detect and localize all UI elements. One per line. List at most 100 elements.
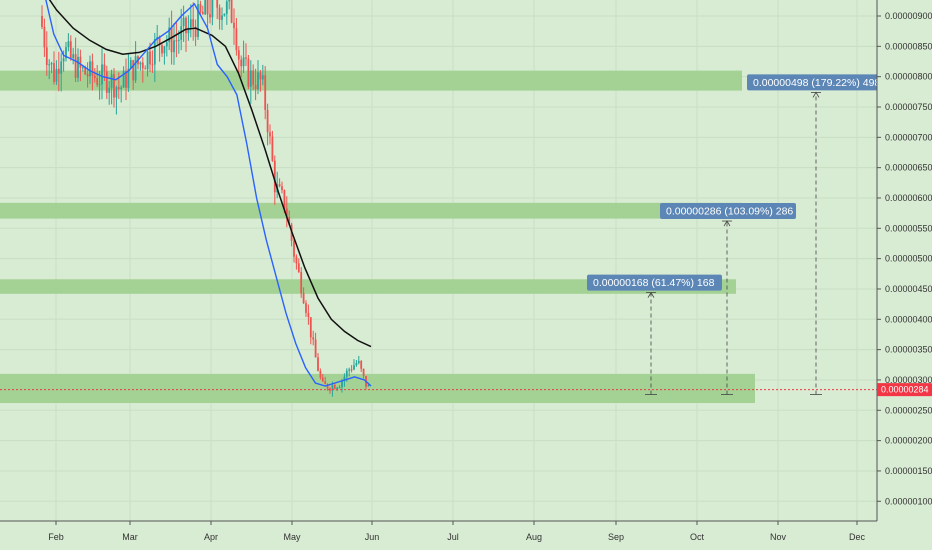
candle-body — [177, 39, 180, 41]
candle-body — [233, 22, 235, 29]
candle-body — [67, 41, 70, 48]
candle-body — [355, 363, 358, 366]
candle-body — [50, 63, 53, 65]
candle-body — [317, 357, 319, 371]
x-tick-label: Oct — [690, 532, 705, 542]
candle-body — [221, 15, 223, 20]
candle-body — [204, 0, 207, 15]
ma-black-line — [48, 0, 372, 348]
candle-body — [362, 368, 365, 376]
zone-band — [0, 70, 742, 91]
candle-body — [93, 75, 96, 79]
y-tick-label: 0.00000750 — [885, 102, 932, 112]
x-tick-label: Nov — [770, 532, 787, 542]
candle-body — [242, 57, 245, 67]
candle-body — [237, 50, 240, 60]
candle-body — [257, 72, 259, 90]
candle-body — [189, 19, 192, 28]
candle-body — [264, 75, 267, 110]
candle-body — [149, 51, 151, 65]
candle-body — [180, 26, 183, 40]
candle-body — [77, 56, 79, 78]
candle-body — [228, 0, 231, 2]
candle-body — [240, 59, 243, 67]
candle-body — [146, 51, 149, 70]
candle-body — [108, 87, 111, 93]
x-tick-label: Sep — [608, 532, 624, 542]
candle-body — [192, 19, 195, 27]
candle-body — [367, 384, 370, 387]
candle-body — [319, 370, 322, 378]
candle-body — [91, 61, 94, 76]
current-price-text: 0.00000284 — [881, 385, 929, 395]
candle-body — [254, 84, 257, 90]
candle-body — [314, 339, 317, 358]
candle-body — [163, 46, 166, 54]
current-price-label: 0.00000284 — [877, 383, 932, 397]
candle-body — [211, 0, 214, 18]
x-tick-label: Jul — [447, 532, 459, 542]
candle-body — [41, 16, 43, 27]
candle-body — [209, 14, 211, 18]
candle-body — [132, 60, 135, 81]
candle-body — [353, 365, 355, 370]
x-tick-label: Jun — [365, 532, 380, 542]
candle-body — [113, 74, 115, 98]
y-tick-label: 0.00000250 — [885, 405, 932, 415]
candle-body — [273, 160, 276, 193]
measure-label: 0.00000498 (179.22%) 498 — [753, 77, 880, 89]
candle-body — [341, 380, 343, 388]
candle-body — [127, 68, 130, 88]
candle-body — [175, 40, 178, 42]
candle-body — [333, 384, 336, 389]
candle-body — [79, 56, 82, 68]
y-tick-label: 0.00000300 — [885, 375, 932, 385]
candle-body — [98, 84, 101, 86]
candle-body — [105, 71, 108, 93]
moving-averages — [45, 0, 372, 387]
candle-body — [197, 4, 199, 37]
candle-body — [206, 0, 209, 15]
candle-body — [129, 60, 132, 69]
x-tick-label: Apr — [204, 532, 218, 542]
measure-arrow — [723, 220, 731, 227]
price-range-measurements: 0.00000168 (61.47%) 168 0.00000286 (103.0… — [587, 74, 890, 395]
candle-body — [223, 13, 226, 16]
y-tick-label: 0.00000400 — [885, 314, 932, 324]
y-tick-label: 0.00000700 — [885, 132, 932, 142]
candle-body — [125, 70, 127, 88]
candle-body — [120, 87, 123, 89]
candle-body — [326, 384, 329, 389]
candle-body — [65, 47, 67, 59]
candle-body — [161, 45, 163, 54]
measure-arrow — [647, 291, 655, 298]
y-tick-label: 0.00000200 — [885, 436, 932, 446]
candle-body — [139, 62, 142, 65]
candle-body — [278, 184, 281, 187]
candle-body — [336, 387, 339, 389]
candle-body — [117, 87, 120, 89]
candle-body — [309, 317, 312, 338]
candle-body — [110, 74, 113, 88]
candle-body — [55, 68, 58, 82]
candle-body — [141, 62, 144, 69]
candle-body — [134, 56, 137, 81]
y-tick-label: 0.00000150 — [885, 466, 932, 476]
candle-body — [266, 109, 269, 133]
y-tick-label: 0.00000800 — [885, 72, 932, 82]
candle-body — [281, 186, 283, 191]
measure-arrow — [812, 91, 820, 98]
candle-body — [271, 136, 274, 161]
candle-body — [57, 68, 60, 74]
candle-body — [81, 67, 84, 69]
candle-body — [297, 263, 300, 273]
support-resistance-zones — [0, 70, 755, 404]
candle-body — [153, 39, 156, 65]
candle-body — [293, 240, 295, 257]
candle-body — [249, 70, 252, 87]
candle-body — [245, 57, 247, 59]
candle-body — [295, 256, 298, 264]
y-tick-label: 0.00000450 — [885, 284, 932, 294]
